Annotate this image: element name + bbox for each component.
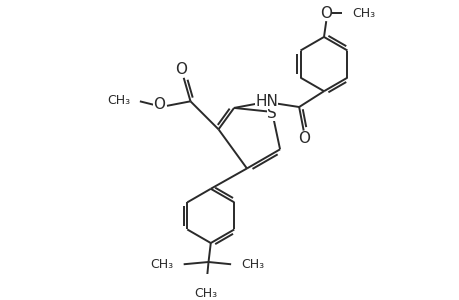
Text: CH₃: CH₃ [241, 258, 263, 271]
Text: O: O [175, 62, 187, 77]
Text: CH₃: CH₃ [150, 258, 174, 271]
Text: O: O [319, 5, 331, 20]
Text: O: O [297, 131, 309, 146]
Text: CH₃: CH₃ [194, 287, 218, 300]
Text: CH₃: CH₃ [106, 94, 129, 107]
Text: S: S [267, 106, 276, 121]
Text: CH₃: CH₃ [351, 7, 375, 20]
Text: O: O [152, 97, 164, 112]
Text: HN: HN [255, 94, 277, 109]
